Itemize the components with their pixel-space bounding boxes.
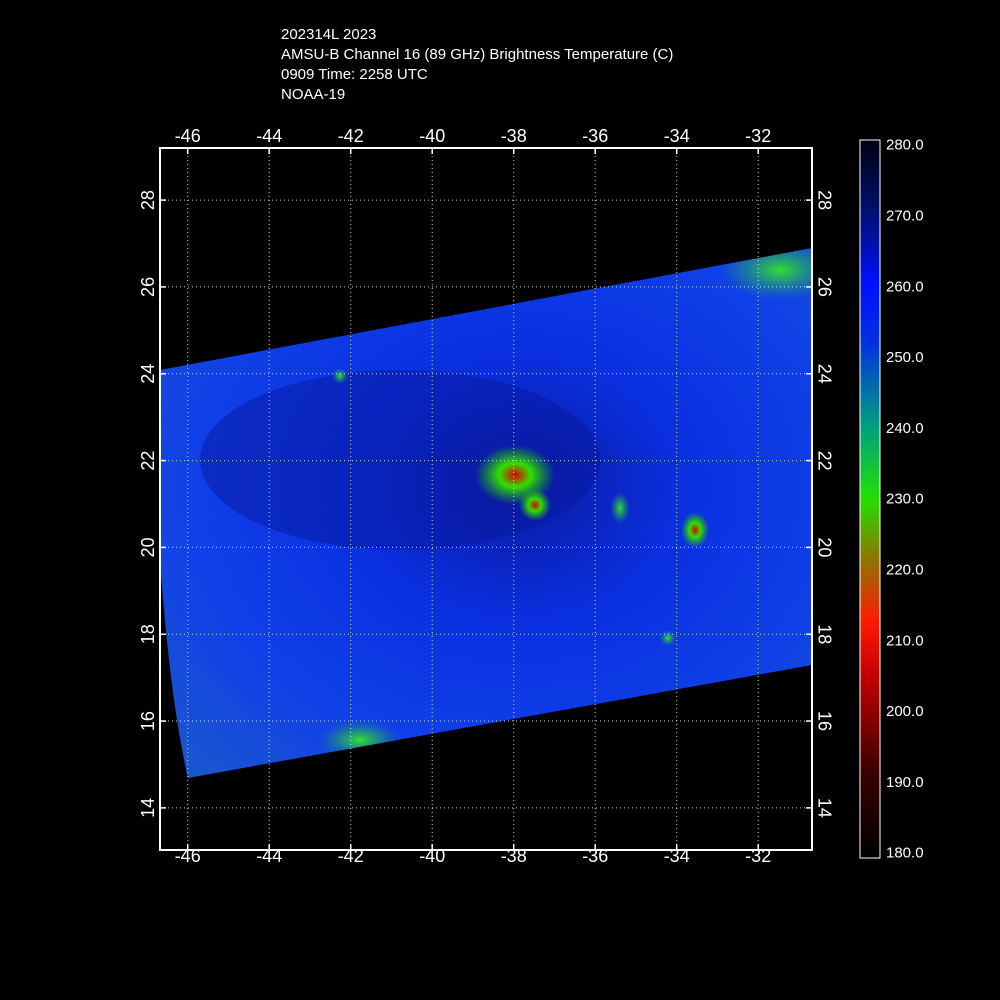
x-tick-label: -38: [501, 846, 527, 866]
axes: -46 -46 -44 -44 -42 -42 -40 -40 -38 -38 -36 -36 -34 -…: [138, 126, 924, 866]
x-tick-label: -44: [256, 846, 282, 866]
colorbar-tick-label: 180.0: [886, 845, 924, 862]
map-frame: [159, 147, 813, 851]
convection: [519, 489, 551, 521]
header-line: 0909 Time: 2258 UTC: [281, 66, 428, 83]
y-tick-label: 22: [138, 451, 158, 471]
x-tick-label: -44: [256, 126, 282, 146]
y-tick-label: 18: [814, 624, 834, 644]
y-tick-label: 26: [138, 277, 158, 297]
x-tick-label: -38: [501, 126, 527, 146]
colorbar-tick-label: 240.0: [886, 420, 924, 437]
y-tick-label: 24: [814, 364, 834, 384]
y-tick-label: 16: [138, 711, 158, 731]
convection: [332, 368, 348, 384]
y-tick-label: 18: [138, 624, 158, 644]
x-tick-label: -32: [745, 126, 771, 146]
x-tick-label: -42: [338, 846, 364, 866]
x-tick-label: -40: [419, 126, 445, 146]
x-tick-label: -36: [582, 846, 608, 866]
colorbar-tick-label: 220.0: [886, 561, 924, 578]
y-tick-label: 22: [814, 451, 834, 471]
colorbar-tick-label: 210.0: [886, 632, 924, 649]
y-tick-label: 28: [138, 190, 158, 210]
colorbar-tick-label: 190.0: [886, 774, 924, 791]
y-tick-label: 28: [814, 190, 834, 210]
y-tick-label: 16: [814, 711, 834, 731]
y-tick-label: 20: [138, 537, 158, 557]
colorbar-tick-label: 200.0: [886, 703, 924, 720]
x-tick-label: -42: [338, 126, 364, 146]
y-tick-label: 14: [138, 798, 158, 818]
convection: [610, 492, 630, 524]
x-tick-label: -46: [175, 846, 201, 866]
x-tick-label: -34: [664, 846, 690, 866]
colorbar-tick-label: 250.0: [886, 349, 924, 366]
y-tick-label: 24: [138, 364, 158, 384]
x-tick-label: -34: [664, 126, 690, 146]
y-tick-label: 20: [814, 537, 834, 557]
x-tick-label: -32: [745, 846, 771, 866]
colorbar-tick-label: 280.0: [886, 137, 924, 154]
swath: [160, 248, 812, 778]
swath-shade: [200, 370, 600, 550]
header-line: 202314L 2023: [281, 26, 376, 43]
convection: [660, 630, 676, 646]
swath-warm: [320, 720, 400, 760]
colorbar-tick-label: 260.0: [886, 278, 924, 295]
y-tick-label: 14: [814, 798, 834, 818]
header-line: AMSU-B Channel 16 (89 GHz) Brightness Te…: [281, 46, 673, 63]
colorbar: [859, 139, 881, 859]
x-tick-label: -36: [582, 126, 608, 146]
x-tick-label: -46: [175, 126, 201, 146]
convection: [681, 512, 709, 548]
colorbar-tick-label: 270.0: [886, 207, 924, 224]
x-tick-label: -40: [419, 846, 445, 866]
colorbar-tick-label: 230.0: [886, 491, 924, 508]
header-line: NOAA-19: [281, 86, 345, 103]
y-tick-label: 26: [814, 277, 834, 297]
